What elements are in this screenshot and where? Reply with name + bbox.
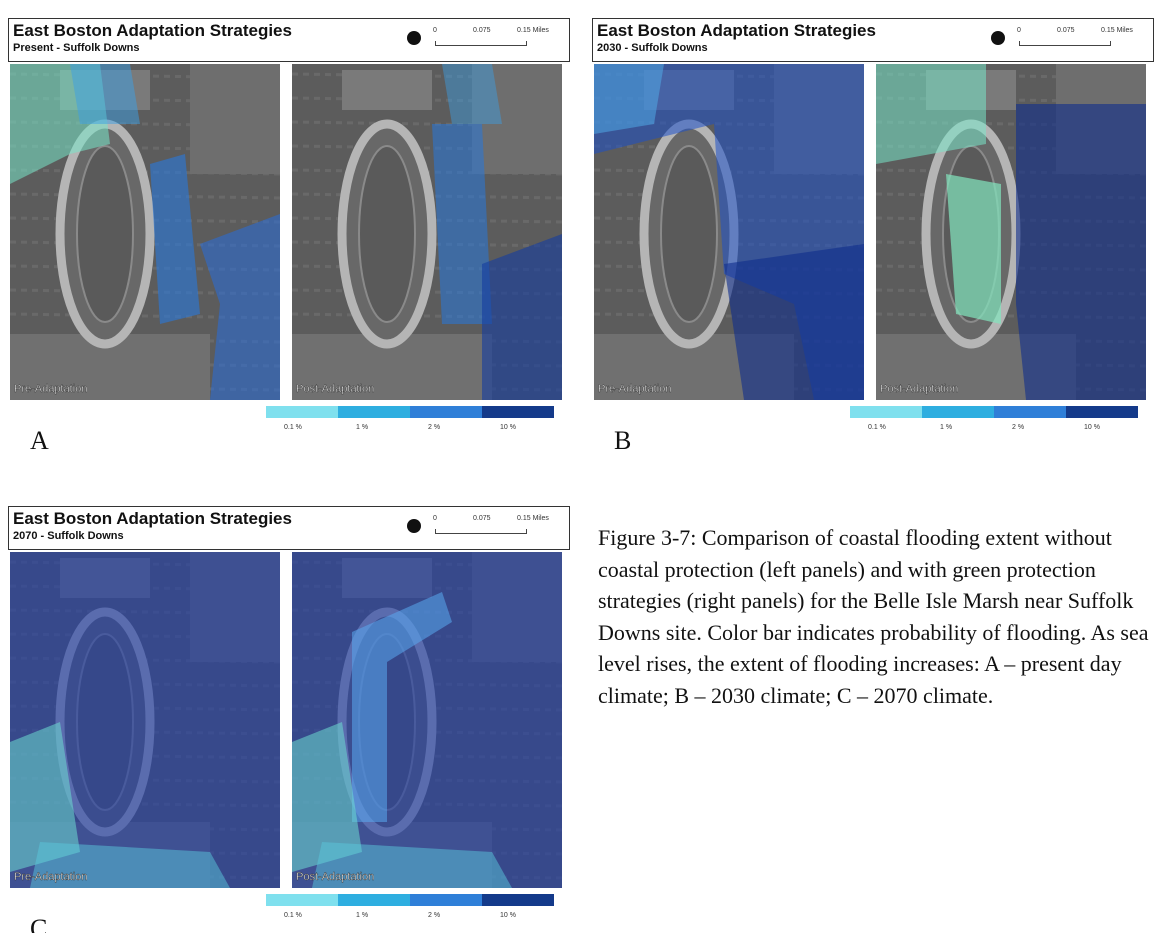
scale-label: 0 xyxy=(433,27,437,34)
scale-label: 0.15 Miles xyxy=(517,27,549,34)
color-swatch xyxy=(410,894,482,906)
infield xyxy=(359,146,415,322)
flood-map: Pre-Adaptation xyxy=(10,552,280,888)
page: Figure 3-7: Comparison of coastal floodi… xyxy=(0,0,1167,933)
color-swatch xyxy=(482,894,554,906)
scale-line xyxy=(435,41,527,46)
color-swatch xyxy=(266,894,338,906)
panel-title: East Boston Adaptation Strategies xyxy=(597,21,876,41)
map-label: Post-Adaptation xyxy=(880,383,958,395)
panel-subtitle: 2070 - Suffolk Downs xyxy=(13,530,124,542)
infield xyxy=(77,146,133,322)
color-swatch xyxy=(850,406,922,418)
panel-subtitle: 2030 - Suffolk Downs xyxy=(597,42,708,54)
color-bar xyxy=(266,406,554,418)
color-bar-label: 1 % xyxy=(940,424,952,431)
color-bar-label: 1 % xyxy=(356,912,368,919)
panel-title: East Boston Adaptation Strategies xyxy=(13,509,292,529)
panel-letter: A xyxy=(30,426,49,456)
color-swatch xyxy=(994,406,1066,418)
scale-line xyxy=(435,529,527,534)
color-bar xyxy=(850,406,1138,418)
scale-bar: 0 0.075 0.15 Miles xyxy=(433,27,553,51)
panel-letter: B xyxy=(614,426,631,456)
color-swatch xyxy=(410,406,482,418)
map-label: Pre-Adaptation xyxy=(598,383,671,395)
panel-title: East Boston Adaptation Strategies xyxy=(13,21,292,41)
flood-map: Pre-Adaptation xyxy=(10,64,280,400)
scale-label: 0.15 Miles xyxy=(517,515,549,522)
color-bar xyxy=(266,894,554,906)
scale-bar: 0 0.075 0.15 Miles xyxy=(433,515,553,539)
color-swatch xyxy=(482,406,554,418)
panel-subtitle: Present - Suffolk Downs xyxy=(13,42,140,54)
scale-label: 0.15 Miles xyxy=(1101,27,1133,34)
parking xyxy=(342,70,432,110)
scale-line xyxy=(1019,41,1111,46)
color-bar-label: 1 % xyxy=(356,424,368,431)
color-swatch xyxy=(922,406,994,418)
color-bar-label: 0.1 % xyxy=(284,424,302,431)
color-bar-label: 0.1 % xyxy=(868,424,886,431)
map-label: Pre-Adaptation xyxy=(14,871,87,883)
flood-map: Pre-Adaptation xyxy=(594,64,864,400)
scale-label: 0 xyxy=(1017,27,1021,34)
flood-extent xyxy=(594,64,664,134)
map-label: Post-Adaptation xyxy=(296,871,374,883)
north-arrow xyxy=(991,31,1005,45)
map-label: Post-Adaptation xyxy=(296,383,374,395)
figure-caption: Figure 3-7: Comparison of coastal floodi… xyxy=(598,522,1160,711)
flood-extent xyxy=(724,244,864,400)
color-bar-label: 2 % xyxy=(1012,424,1024,431)
scale-label: 0.075 xyxy=(473,515,491,522)
color-bar-label: 2 % xyxy=(428,424,440,431)
color-swatch xyxy=(1066,406,1138,418)
map-label: Pre-Adaptation xyxy=(14,383,87,395)
scale-label: 0.075 xyxy=(1057,27,1075,34)
north-arrow xyxy=(407,519,421,533)
color-swatch xyxy=(338,406,410,418)
color-bar-label: 10 % xyxy=(500,424,516,431)
color-bar-label: 0.1 % xyxy=(284,912,302,919)
flood-map: Post-Adaptation xyxy=(292,64,562,400)
color-swatch xyxy=(266,406,338,418)
color-bar-label: 2 % xyxy=(428,912,440,919)
infield xyxy=(661,146,717,322)
flood-extent xyxy=(442,64,502,124)
color-swatch xyxy=(338,894,410,906)
scale-bar: 0 0.075 0.15 Miles xyxy=(1017,27,1137,51)
color-bar-label: 10 % xyxy=(500,912,516,919)
scale-label: 0.075 xyxy=(473,27,491,34)
flood-map: Post-Adaptation xyxy=(292,552,562,888)
flood-extent xyxy=(1016,104,1146,400)
flood-extent xyxy=(70,64,140,124)
scale-label: 0 xyxy=(433,515,437,522)
color-bar-label: 10 % xyxy=(1084,424,1100,431)
north-arrow xyxy=(407,31,421,45)
flood-map: Post-Adaptation xyxy=(876,64,1146,400)
panel-letter: C xyxy=(30,914,47,933)
neighborhood xyxy=(190,64,280,174)
